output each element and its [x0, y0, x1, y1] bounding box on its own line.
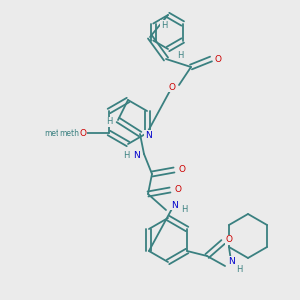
Text: N: N: [228, 256, 234, 266]
Text: O: O: [175, 185, 182, 194]
Text: O: O: [178, 166, 185, 175]
Text: O: O: [71, 128, 78, 137]
Text: H: H: [236, 266, 242, 274]
Text: H: H: [161, 20, 167, 29]
Text: O: O: [169, 82, 176, 91]
Text: H: H: [106, 118, 112, 127]
Text: H: H: [123, 152, 129, 160]
Text: O: O: [80, 128, 86, 137]
Text: methO: methO: [44, 128, 70, 137]
Text: O: O: [226, 236, 232, 244]
Text: N: N: [133, 152, 140, 160]
Text: O: O: [214, 55, 221, 64]
Text: H: H: [181, 206, 187, 214]
Text: meth: meth: [59, 128, 79, 137]
Text: N: N: [171, 200, 177, 209]
Text: N: N: [145, 130, 152, 140]
Text: H: H: [177, 50, 183, 59]
